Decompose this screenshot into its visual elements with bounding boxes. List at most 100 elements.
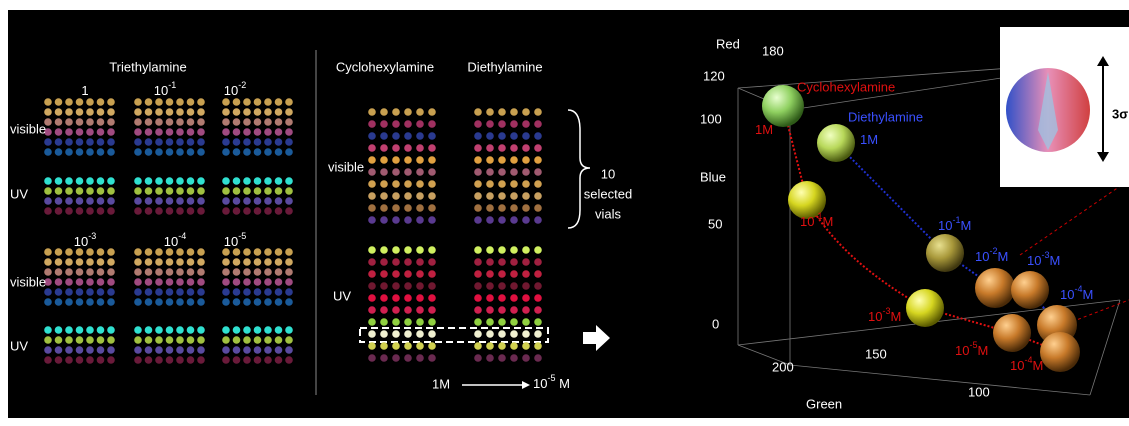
vial xyxy=(107,336,115,344)
vial xyxy=(197,187,205,195)
vial xyxy=(264,187,272,195)
vial xyxy=(76,268,84,276)
vial xyxy=(510,144,518,152)
vial xyxy=(176,128,184,136)
vial xyxy=(134,258,142,266)
bracket-label: 10 xyxy=(601,166,615,181)
vial xyxy=(155,187,163,195)
unit: M xyxy=(1082,287,1093,302)
vial xyxy=(243,118,251,126)
vial xyxy=(416,180,424,188)
vial xyxy=(486,294,494,302)
vial xyxy=(107,258,115,266)
vial xyxy=(222,326,230,334)
vial xyxy=(368,156,376,164)
vial xyxy=(166,128,174,136)
unit: M xyxy=(997,249,1008,264)
vial xyxy=(428,306,436,314)
vial xyxy=(107,346,115,354)
tick-label: 120 xyxy=(703,68,725,83)
vial xyxy=(510,132,518,140)
vial xyxy=(474,306,482,314)
vial xyxy=(233,356,241,364)
exponent: -3 xyxy=(88,231,96,241)
vial xyxy=(275,268,283,276)
vial xyxy=(510,120,518,128)
vial xyxy=(380,330,388,338)
vial xyxy=(86,197,94,205)
vial xyxy=(275,148,283,156)
vial xyxy=(145,258,153,266)
vial xyxy=(86,288,94,296)
vial xyxy=(197,148,205,156)
vial xyxy=(392,108,400,116)
vial xyxy=(65,187,73,195)
base: 1M xyxy=(755,122,773,137)
vial xyxy=(510,282,518,290)
vial xyxy=(380,246,388,254)
vial xyxy=(474,330,482,338)
vial xyxy=(416,204,424,212)
vial xyxy=(155,138,163,146)
vial xyxy=(166,326,174,334)
vial xyxy=(155,108,163,116)
vial xyxy=(522,168,530,176)
vial xyxy=(416,192,424,200)
vial xyxy=(404,192,412,200)
vial xyxy=(534,168,542,176)
vial xyxy=(44,177,52,185)
vial xyxy=(474,246,482,254)
vial xyxy=(534,342,542,350)
vial xyxy=(368,354,376,362)
vial xyxy=(65,248,73,256)
vial xyxy=(428,318,436,326)
vial xyxy=(264,177,272,185)
vial xyxy=(55,298,63,306)
vial xyxy=(97,248,105,256)
base: 10 xyxy=(938,218,952,233)
vial xyxy=(522,204,530,212)
base: 10 xyxy=(74,234,88,249)
vial xyxy=(486,258,494,266)
vial xyxy=(107,118,115,126)
vial xyxy=(55,336,63,344)
vial xyxy=(44,336,52,344)
vial xyxy=(107,326,115,334)
figure: Triethylamine110-110-210-310-410-5visibl… xyxy=(0,0,1129,426)
vial xyxy=(187,197,195,205)
vial xyxy=(392,156,400,164)
vial xyxy=(243,336,251,344)
vial xyxy=(233,128,241,136)
vial xyxy=(134,138,142,146)
vial xyxy=(166,118,174,126)
vial xyxy=(233,187,241,195)
vial xyxy=(534,144,542,152)
base: 10 xyxy=(955,343,969,358)
vial xyxy=(233,177,241,185)
vial xyxy=(285,326,293,334)
vial xyxy=(498,216,506,224)
vial xyxy=(86,98,94,106)
vial xyxy=(534,132,542,140)
vial xyxy=(145,326,153,334)
exponent: -2 xyxy=(989,246,997,256)
vial xyxy=(176,356,184,364)
vial xyxy=(233,108,241,116)
point-label: 1M xyxy=(755,122,773,137)
vial xyxy=(197,326,205,334)
vial xyxy=(55,278,63,286)
vial xyxy=(392,132,400,140)
vial xyxy=(264,207,272,215)
vial xyxy=(392,144,400,152)
vial xyxy=(76,148,84,156)
vial xyxy=(176,98,184,106)
vial xyxy=(416,330,424,338)
vial xyxy=(176,138,184,146)
vial xyxy=(233,118,241,126)
vial xyxy=(285,128,293,136)
vial xyxy=(243,148,251,156)
vial xyxy=(380,282,388,290)
vial xyxy=(510,258,518,266)
vial xyxy=(176,278,184,286)
vial xyxy=(275,336,283,344)
